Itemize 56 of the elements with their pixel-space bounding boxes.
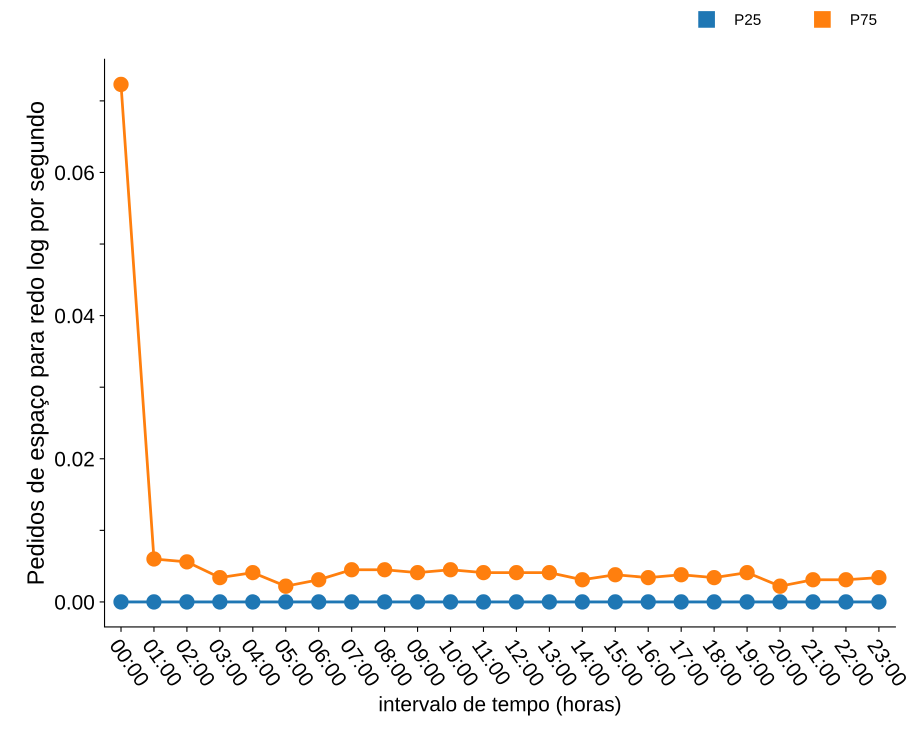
point [706,594,722,610]
point [640,570,656,586]
point [311,594,326,610]
point [608,594,623,610]
point [838,572,854,588]
point [706,570,722,586]
point [542,564,558,580]
y-tick-label: 0.00 [55,594,94,610]
point [278,578,294,594]
point [245,564,260,580]
point [376,562,392,578]
point [113,76,129,92]
point [871,570,887,586]
point [442,562,458,578]
point [146,551,162,567]
point [508,594,524,610]
point [245,594,260,610]
x-axis-title: intervalo de tempo (horas) [380,696,620,716]
point [344,594,360,610]
y-axis-title: Pedidos de espaço para redo log por segundo [26,102,49,584]
point [311,572,326,588]
point [805,594,821,610]
point [344,562,360,578]
point [476,594,492,610]
point [410,594,426,610]
point [674,594,689,610]
point [376,594,392,610]
point [179,594,195,610]
point [838,594,854,610]
point [772,594,788,610]
point [146,594,162,610]
point [674,567,689,582]
point [608,567,623,582]
point [542,594,558,610]
point [212,594,228,610]
point [772,578,788,594]
point [871,594,887,610]
legend-label: P25 [735,14,761,25]
point [574,572,590,588]
point [640,594,656,610]
point [212,570,228,586]
point [476,564,492,580]
point [179,554,195,570]
point [508,564,524,580]
legend-label: P75 [851,14,876,25]
point [410,564,426,580]
point [739,564,755,580]
point [805,572,821,588]
point [278,594,294,610]
y-tick-label: 0.04 [55,308,94,324]
y-tick-label: 0.06 [55,165,94,180]
y-tick-label: 0.02 [55,452,94,467]
point [574,594,590,610]
point [113,594,129,610]
point [442,594,458,610]
point [739,594,755,610]
